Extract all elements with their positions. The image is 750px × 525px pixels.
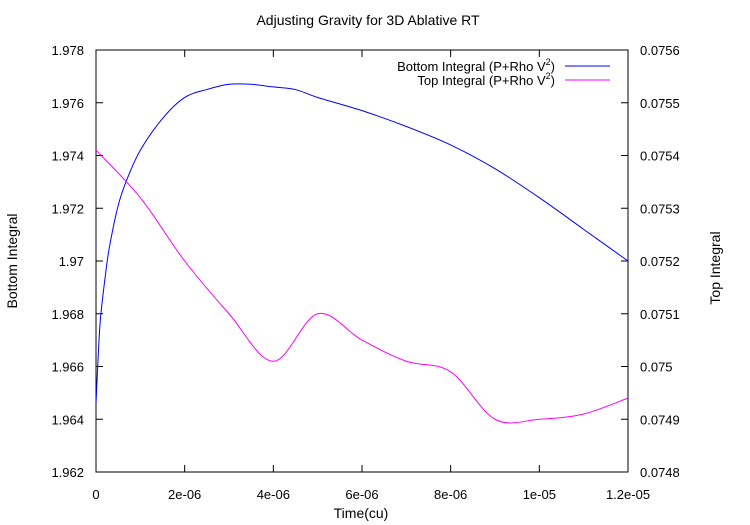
y2-tick-label: 0.0755 (640, 96, 680, 111)
y2-tick-label: 0.0756 (640, 43, 680, 58)
series-line-top-integral (95, 149, 629, 424)
x-tick-label: 2e-06 (168, 487, 201, 502)
y2-tick-label: 0.0754 (640, 149, 680, 164)
y2-tick-label: 0.0752 (640, 254, 680, 269)
y-tick-label: 1.978 (51, 43, 84, 58)
y2-tick-label: 0.075 (640, 360, 673, 375)
y-axis-label: Bottom Integral (4, 214, 20, 309)
plot-frame (95, 49, 629, 473)
y-tick-label: 1.966 (51, 360, 84, 375)
x-tick-label: 4e-06 (257, 487, 290, 502)
chart-title: Adjusting Gravity for 3D Ablative RT (256, 12, 480, 28)
y2-tick-label: 0.0748 (640, 465, 680, 480)
y2-axis-ticks: 0.0748 0.0749 0.075 0.0751 0.0752 0.0753 0.075… (621, 43, 680, 480)
y2-tick-label: 0.0749 (640, 412, 680, 427)
x-axis-label: Time(cu) (334, 505, 389, 521)
series-line-bottom-integral (95, 83, 629, 404)
y-tick-label: 1.97 (59, 254, 84, 269)
y-tick-label: 1.964 (51, 412, 84, 427)
x-tick-label: 1.2e-05 (606, 487, 650, 502)
y2-tick-label: 0.0751 (640, 307, 680, 322)
x-tick-label: 1e-05 (523, 487, 556, 502)
y2-tick-label: 0.0753 (640, 201, 680, 216)
y-tick-label: 1.968 (51, 307, 84, 322)
y-tick-label: 1.974 (51, 149, 84, 164)
x-tick-label: 6e-06 (345, 487, 378, 502)
y-tick-label: 1.972 (51, 201, 84, 216)
x-tick-label: 8e-06 (434, 487, 467, 502)
x-tick-label: 0 (92, 487, 99, 502)
y-tick-label: 1.976 (51, 96, 84, 111)
legend-entry-top-integral: Top Integral (P+Rho V2) (417, 71, 555, 88)
y-axis-ticks: 1.962 1.964 1.966 1.968 1.97 1.972 1.974 1.976 1… (51, 43, 103, 480)
series-lines (95, 83, 629, 424)
y-tick-label: 1.962 (51, 465, 84, 480)
legend-entry-bottom-integral: Bottom Integral (P+Rho V2) (397, 57, 555, 74)
y2-axis-label: Top Integral (707, 231, 723, 304)
legend: Bottom Integral (P+Rho V2) Top Integral … (397, 57, 610, 88)
x-axis-ticks: 0 2e-06 4e-06 6e-06 8e-06 1e-05 1.2e-05 (92, 50, 650, 502)
